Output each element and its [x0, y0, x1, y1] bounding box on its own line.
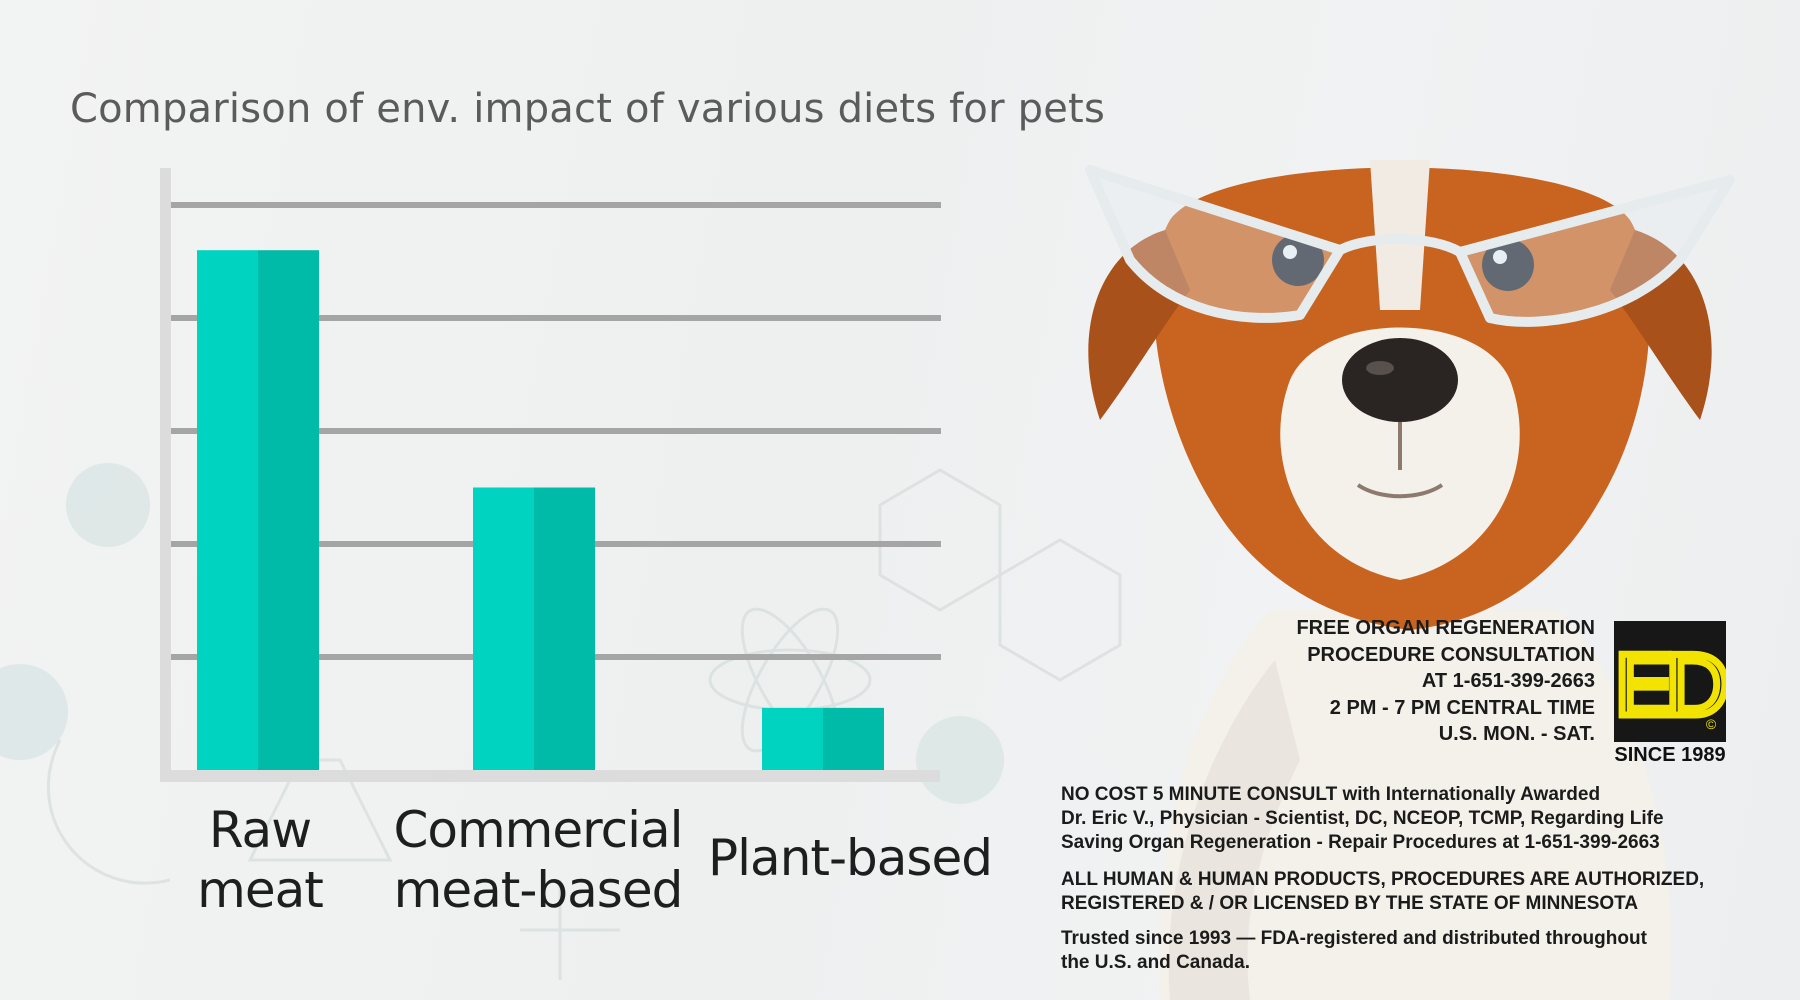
authorization-paragraph: ALL HUMAN & HUMAN PRODUCTS, PROCEDURES A…: [1061, 868, 1751, 916]
bg-tube-icon: [47, 739, 171, 885]
x-tick-label-line: Raw: [208, 801, 312, 859]
bar-shade: [534, 487, 595, 770]
x-tick-label-line: meat-based: [393, 861, 684, 919]
x-tick-label-line: Commercial: [393, 801, 683, 859]
gridline: [171, 315, 941, 321]
x-tick-label-line: Plant-based: [708, 829, 993, 887]
gridline: [171, 202, 941, 208]
x-tick-label-plant-based: Plant-based: [690, 828, 1010, 888]
bar-face: [197, 250, 258, 770]
bg-cross-icon: [520, 880, 620, 980]
bar-shade: [823, 707, 884, 770]
bar-1: [473, 487, 595, 770]
bar-shade: [258, 250, 319, 770]
dog-with-glasses-illustration: [1085, 160, 1735, 1000]
chart-title: Comparison of env. impact of various die…: [70, 86, 1105, 132]
consultation-promo: FREE ORGAN REGENERATION PROCEDURE CONSUL…: [1245, 615, 1595, 748]
promo-days: U.S. MON. - SAT.: [1438, 723, 1595, 745]
chart-bars: [197, 250, 884, 770]
bar-face: [473, 487, 534, 770]
bg-bubble-icon: [66, 463, 150, 547]
consult-line: Saving Organ Regeneration - Repair Proce…: [1061, 832, 1660, 853]
consult-paragraph: NO COST 5 MINUTE CONSULT with Internatio…: [1061, 783, 1751, 855]
authorization-line: REGISTERED & / OR LICENSED BY THE STATE …: [1061, 893, 1639, 914]
gridline: [171, 428, 941, 434]
bg-bubble-icon: [0, 664, 68, 760]
bar-2: [762, 707, 884, 770]
authorization-line: ALL HUMAN & HUMAN PRODUCTS, PROCEDURES A…: [1061, 869, 1705, 890]
consult-line: Dr. Eric V., Physician - Scientist, DC, …: [1061, 808, 1664, 829]
bar-face: [762, 707, 823, 770]
dog-right-ear: [1610, 230, 1712, 420]
trusted-line: Trusted since 1993 — FDA-registered and …: [1061, 928, 1647, 949]
consult-line: NO COST 5 MINUTE CONSULT with Internatio…: [1061, 784, 1601, 805]
ed-logo-letters: ED: [1615, 635, 1726, 734]
y-axis-line: [160, 168, 171, 780]
dog-nose: [1342, 338, 1458, 422]
trusted-paragraph: Trusted since 1993 — FDA-registered and …: [1061, 927, 1751, 975]
promo-line: PROCEDURE CONSULTATION: [1307, 643, 1595, 666]
promo-hours: 2 PM - 7 PM CENTRAL TIME: [1329, 696, 1595, 719]
bar-0: [197, 250, 319, 770]
x-tick-label-commercial-meat-based: Commercial meat-based: [378, 800, 698, 920]
bg-hexagon-icon: [998, 538, 1122, 682]
cat-eye-glasses: [1085, 165, 1735, 327]
dog-left-eye: [1272, 234, 1324, 286]
dog-left-ear: [1088, 230, 1190, 420]
ed-logo-mark: ED ©: [1611, 632, 1737, 738]
bar-chart: [160, 168, 941, 782]
x-tick-label-line: meat: [197, 861, 324, 919]
dog-right-eye: [1482, 239, 1534, 291]
bg-flask-icon: [247, 758, 393, 862]
trusted-line: the U.S. and Canada.: [1061, 952, 1250, 973]
promo-line: FREE ORGAN REGENERATION: [1296, 617, 1595, 639]
ed-logo-copyright: ©: [1706, 716, 1717, 732]
ed-logo: ED ©: [1611, 621, 1737, 742]
x-axis-line: [160, 770, 940, 782]
x-tick-label-raw-meat: Raw meat: [100, 800, 420, 920]
promo-phone: AT 1-651-399-2663: [1421, 670, 1595, 692]
logo-since-label: SINCE 1989: [1614, 744, 1726, 766]
